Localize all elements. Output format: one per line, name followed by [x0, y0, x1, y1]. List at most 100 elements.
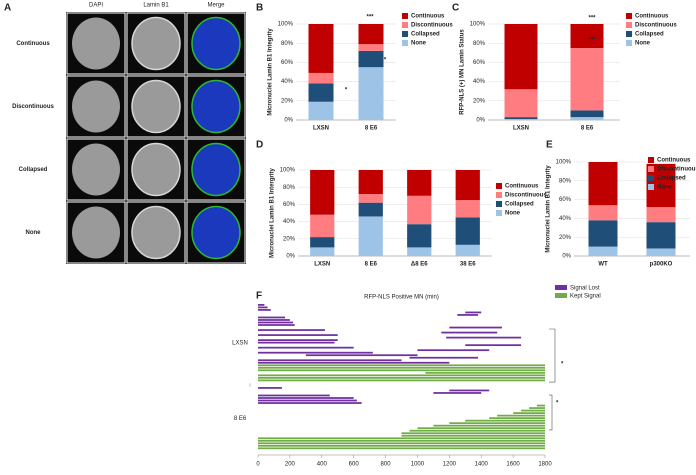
interval-bar — [409, 429, 545, 432]
bar-segment — [358, 24, 384, 45]
interval-bar — [258, 329, 325, 331]
y-tick-label: 80% — [281, 41, 294, 47]
y-tick-label: 60% — [281, 60, 294, 66]
bar-segment — [455, 200, 480, 218]
bar-segment — [504, 89, 538, 118]
annotation: * — [556, 401, 559, 407]
group-label: LXSN — [232, 341, 248, 347]
interval-bar — [409, 356, 479, 359]
interval-bar — [258, 304, 265, 306]
interval-bar — [465, 419, 545, 422]
interval-bar — [425, 371, 545, 374]
interval-bar — [449, 422, 545, 425]
row-label: Continuous — [16, 41, 50, 47]
y-tick-label: 40% — [283, 219, 296, 225]
legend-swatch — [626, 13, 632, 19]
x-tick-label: LXSN — [313, 126, 329, 132]
interval-bar — [417, 427, 545, 430]
bar-segment — [358, 194, 383, 203]
x-tick-label: 400 — [317, 462, 328, 468]
bar-segment — [308, 83, 334, 102]
legend-swatch — [626, 40, 632, 46]
row-label: None — [26, 230, 42, 236]
y-axis-label: RFP-NLS (+) MN Lamin Status — [460, 29, 466, 115]
legend-swatch — [402, 13, 408, 19]
legend-label: Discontinuous — [657, 167, 696, 173]
bar-segment — [570, 48, 604, 111]
interval-bar — [258, 334, 338, 336]
interval-bar — [258, 364, 545, 367]
y-tick-label: 0% — [284, 118, 293, 124]
y-tick-label: 100% — [280, 168, 296, 174]
y-axis-label: Micronuclei Lamin B1 Integrity — [268, 28, 274, 116]
interval-bar — [258, 444, 545, 447]
interval-bar — [513, 412, 545, 414]
interval-bar — [449, 389, 490, 392]
y-tick-label: 20% — [281, 98, 294, 104]
x-tick-label: 1200 — [443, 462, 457, 468]
legend-label: None — [657, 185, 673, 191]
x-tick-label: 1800 — [538, 462, 552, 468]
group-label: 8 E6 — [234, 416, 247, 422]
interval-bar — [258, 339, 338, 341]
legend-swatch — [648, 166, 654, 172]
legend-swatch — [402, 31, 408, 37]
bar-segment — [310, 247, 335, 256]
interval-bar — [401, 434, 545, 437]
interval-bar — [258, 376, 545, 379]
interval-bar — [258, 387, 282, 389]
interval-bar — [465, 311, 482, 314]
bar-segment — [308, 24, 334, 73]
x-tick-label: 0 — [256, 462, 260, 468]
x-tick-label: 8 E6 — [365, 262, 378, 268]
legend-swatch — [496, 210, 502, 216]
panel-label: A — [4, 3, 11, 14]
legend-swatch — [496, 192, 502, 198]
y-tick-label: 100% — [556, 160, 572, 166]
x-tick-label: 1600 — [506, 462, 520, 468]
bar-segment — [646, 248, 676, 256]
x-tick-label: 800 — [381, 462, 392, 468]
interval-bar — [258, 439, 545, 442]
legend-swatch — [555, 293, 567, 298]
y-axis-label: Micronuclei Lamin B1 Integrity — [546, 165, 552, 253]
annotation: * — [345, 88, 348, 94]
y-tick-label: 0% — [562, 254, 571, 260]
bar-segment — [588, 205, 618, 221]
nucleus — [131, 205, 181, 260]
y-tick-label: 40% — [473, 79, 486, 85]
interval-bar — [465, 344, 522, 347]
nucleus — [72, 143, 120, 196]
interval-bar — [497, 414, 545, 417]
column-header: Lamin B1 — [143, 3, 169, 9]
interval-bar — [258, 361, 450, 364]
x-tick-label: LXSN — [513, 126, 529, 132]
x-tick-label: 1000 — [411, 462, 425, 468]
bracket — [549, 394, 553, 431]
legend-swatch — [648, 175, 654, 181]
annotation: * — [561, 362, 564, 368]
interval-bar — [258, 359, 402, 362]
interval-bar — [258, 366, 545, 369]
nucleus — [191, 205, 241, 260]
legend-label: Collapsed — [657, 176, 686, 182]
bar-segment — [308, 72, 334, 84]
y-tick-label: 0% — [286, 254, 295, 260]
x-tick-label: 38 E6 — [460, 262, 476, 268]
y-tick-label: 40% — [281, 79, 294, 85]
legend-label: Continuous — [657, 158, 691, 164]
bar-segment — [455, 217, 480, 245]
interval-bar — [258, 369, 545, 372]
row-label: Collapsed — [19, 167, 48, 173]
interval-bar — [489, 417, 545, 420]
y-tick-label: 60% — [283, 202, 296, 208]
y-tick-label: 20% — [283, 236, 296, 242]
interval-bar — [258, 309, 271, 311]
x-tick-label: 600 — [349, 462, 360, 468]
interval-bar — [258, 351, 373, 354]
legend-swatch — [626, 31, 632, 37]
bar-segment — [455, 244, 480, 256]
bar-segment — [646, 207, 676, 223]
legend-label: Collapsed — [505, 202, 534, 208]
